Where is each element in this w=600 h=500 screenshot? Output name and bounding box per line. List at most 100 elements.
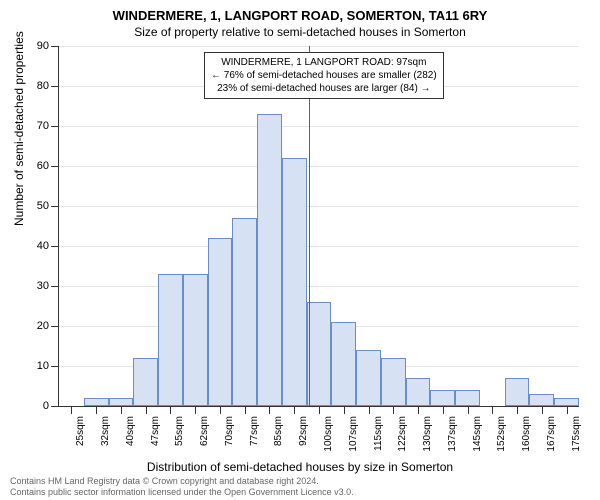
x-tick [269,406,270,414]
x-tick [344,406,345,414]
x-tick-label: 137sqm [447,416,458,452]
x-tick [418,406,419,414]
x-tick-label: 47sqm [150,416,161,446]
histogram-bar [505,378,530,406]
histogram-bar [232,218,257,406]
histogram-bar [208,238,233,406]
histogram-bar [84,398,109,406]
y-tick [51,366,59,367]
x-tick [542,406,543,414]
footer-line-2: Contains public sector information licen… [10,487,354,498]
gridline [59,246,579,247]
x-tick-label: 100sqm [323,416,334,452]
x-tick-label: 55sqm [174,416,185,446]
y-tick [51,126,59,127]
x-tick [170,406,171,414]
y-tick [51,406,59,407]
x-tick-label: 40sqm [125,416,136,446]
x-tick-label: 160sqm [521,416,532,452]
y-tick [51,46,59,47]
x-tick [393,406,394,414]
y-tick [51,326,59,327]
gridline [59,126,579,127]
histogram-bar [133,358,158,406]
y-tick [51,246,59,247]
y-tick-label: 90 [37,40,49,52]
x-tick [121,406,122,414]
x-tick-label: 70sqm [224,416,235,446]
x-tick [517,406,518,414]
histogram-bar [158,274,183,406]
reference-line [309,46,310,406]
y-tick-label: 0 [43,400,49,412]
histogram-bar [381,358,406,406]
x-tick-label: 85sqm [273,416,284,446]
y-tick [51,86,59,87]
annotation-line: ← 76% of semi-detached houses are smalle… [211,69,437,82]
y-tick-label: 60 [37,160,49,172]
y-tick [51,286,59,287]
y-tick-label: 50 [37,200,49,212]
x-tick-label: 167sqm [546,416,557,452]
x-tick [468,406,469,414]
annotation-line: 23% of semi-detached houses are larger (… [211,82,437,95]
x-tick [567,406,568,414]
x-tick-label: 115sqm [373,416,384,451]
x-tick-label: 32sqm [100,416,111,446]
y-tick-label: 30 [37,280,49,292]
footer-line-1: Contains HM Land Registry data © Crown c… [10,476,354,487]
x-tick [245,406,246,414]
histogram-bar [455,390,480,406]
annotation-line: WINDERMERE, 1 LANGPORT ROAD: 97sqm [211,56,437,69]
histogram-bar [257,114,282,406]
histogram-bar [406,378,431,406]
x-tick [492,406,493,414]
annotation-box: WINDERMERE, 1 LANGPORT ROAD: 97sqm← 76% … [204,52,444,99]
x-tick [71,406,72,414]
footer-attribution: Contains HM Land Registry data © Crown c… [10,476,354,498]
x-tick [443,406,444,414]
histogram-bar [430,390,455,406]
x-tick-label: 152sqm [496,416,507,452]
gridline [59,166,579,167]
y-tick [51,166,59,167]
chart-container: { "title_main": "WINDERMERE, 1, LANGPORT… [0,0,600,500]
y-tick-label: 40 [37,240,49,252]
x-tick-label: 25sqm [75,416,86,446]
y-tick-label: 70 [37,120,49,132]
histogram-bar [554,398,579,406]
plot-area: 010203040506070809025sqm32sqm40sqm47sqm5… [58,46,579,407]
x-tick-label: 145sqm [472,416,483,452]
x-tick [319,406,320,414]
y-tick-label: 80 [37,80,49,92]
histogram-bar [307,302,332,406]
histogram-bar [109,398,134,406]
y-tick-label: 20 [37,320,49,332]
x-tick [294,406,295,414]
x-axis-title: Distribution of semi-detached houses by … [0,460,600,474]
histogram-bar [331,322,356,406]
histogram-bar [282,158,307,406]
x-tick-label: 122sqm [397,416,408,452]
gridline [59,46,579,47]
x-tick-label: 92sqm [298,416,309,446]
chart-title-sub: Size of property relative to semi-detach… [0,23,600,39]
x-tick [369,406,370,414]
x-tick [96,406,97,414]
x-tick-label: 77sqm [249,416,260,446]
y-tick [51,206,59,207]
x-tick-label: 130sqm [422,416,433,452]
x-tick [220,406,221,414]
x-tick-label: 175sqm [571,416,582,452]
chart-title-main: WINDERMERE, 1, LANGPORT ROAD, SOMERTON, … [0,0,600,23]
x-tick-label: 62sqm [199,416,210,446]
histogram-bar [356,350,381,406]
x-tick [195,406,196,414]
histogram-bar [183,274,208,406]
x-tick [146,406,147,414]
gridline [59,286,579,287]
x-tick-label: 107sqm [348,416,359,452]
y-tick-label: 10 [37,360,49,372]
y-axis-title: Number of semi-detached properties [12,31,26,226]
histogram-bar [529,394,554,406]
